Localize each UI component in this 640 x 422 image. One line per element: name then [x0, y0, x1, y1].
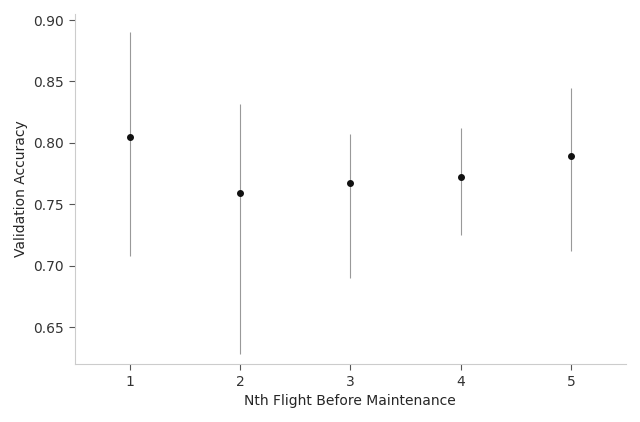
X-axis label: Nth Flight Before Maintenance: Nth Flight Before Maintenance [244, 394, 456, 408]
Point [345, 180, 355, 187]
Point [566, 153, 576, 160]
Point [456, 174, 466, 181]
Point [235, 190, 245, 197]
Point [125, 133, 135, 140]
Y-axis label: Validation Accuracy: Validation Accuracy [14, 121, 28, 257]
